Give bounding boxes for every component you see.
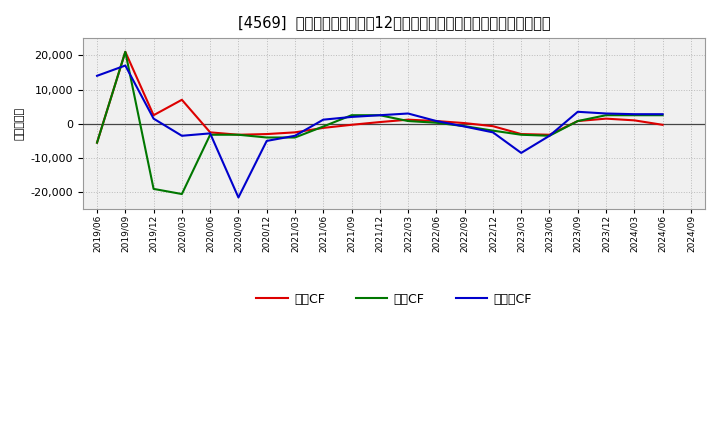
Line: 投資CF: 投資CF bbox=[97, 52, 662, 194]
投資CF bbox=[489, 128, 498, 133]
投資CF bbox=[93, 140, 102, 145]
フリーCF bbox=[178, 133, 186, 139]
フリーCF bbox=[432, 118, 441, 124]
営業CF bbox=[178, 97, 186, 103]
投資CF bbox=[602, 113, 611, 118]
フリーCF bbox=[149, 116, 158, 121]
営業CF bbox=[93, 140, 102, 145]
投資CF bbox=[319, 124, 328, 129]
Y-axis label: （百万円）: （百万円） bbox=[15, 107, 25, 140]
Line: 営業CF: 営業CF bbox=[97, 52, 662, 143]
Legend: 営業CF, 投資CF, フリーCF: 営業CF, 投資CF, フリーCF bbox=[251, 288, 536, 311]
フリーCF bbox=[573, 109, 582, 114]
営業CF bbox=[149, 113, 158, 118]
営業CF bbox=[432, 118, 441, 124]
フリーCF bbox=[460, 124, 469, 129]
営業CF bbox=[404, 117, 413, 122]
投資CF bbox=[262, 135, 271, 140]
営業CF bbox=[234, 132, 243, 137]
投資CF bbox=[545, 133, 554, 139]
投資CF bbox=[149, 186, 158, 191]
フリーCF bbox=[602, 111, 611, 116]
営業CF bbox=[121, 49, 130, 55]
営業CF bbox=[319, 125, 328, 131]
投資CF bbox=[121, 49, 130, 55]
営業CF bbox=[262, 132, 271, 137]
フリーCF bbox=[206, 131, 215, 136]
営業CF bbox=[291, 130, 300, 135]
営業CF bbox=[376, 119, 384, 125]
営業CF bbox=[517, 132, 526, 137]
フリーCF bbox=[262, 138, 271, 143]
フリーCF bbox=[545, 133, 554, 139]
営業CF bbox=[347, 122, 356, 128]
Line: フリーCF: フリーCF bbox=[97, 66, 662, 198]
投資CF bbox=[404, 118, 413, 124]
営業CF bbox=[658, 122, 667, 128]
投資CF bbox=[291, 135, 300, 140]
営業CF bbox=[573, 118, 582, 124]
投資CF bbox=[432, 120, 441, 125]
投資CF bbox=[234, 132, 243, 137]
フリーCF bbox=[630, 112, 639, 117]
営業CF bbox=[545, 132, 554, 137]
投資CF bbox=[517, 132, 526, 137]
投資CF bbox=[376, 113, 384, 118]
Title: [4569]  キャッシュフローの12か月移動合計の対前年同期増減額の推移: [4569] キャッシュフローの12か月移動合計の対前年同期増減額の推移 bbox=[238, 15, 550, 30]
投資CF bbox=[658, 113, 667, 118]
投資CF bbox=[178, 191, 186, 197]
営業CF bbox=[630, 118, 639, 123]
営業CF bbox=[460, 121, 469, 126]
フリーCF bbox=[404, 111, 413, 116]
投資CF bbox=[347, 113, 356, 118]
フリーCF bbox=[234, 195, 243, 200]
営業CF bbox=[489, 124, 498, 129]
フリーCF bbox=[658, 112, 667, 117]
フリーCF bbox=[517, 150, 526, 156]
フリーCF bbox=[347, 114, 356, 120]
フリーCF bbox=[319, 117, 328, 122]
投資CF bbox=[573, 118, 582, 124]
営業CF bbox=[602, 116, 611, 121]
投資CF bbox=[630, 113, 639, 118]
フリーCF bbox=[93, 73, 102, 78]
投資CF bbox=[460, 124, 469, 129]
フリーCF bbox=[489, 130, 498, 135]
フリーCF bbox=[291, 133, 300, 139]
フリーCF bbox=[121, 63, 130, 68]
投資CF bbox=[206, 132, 215, 137]
営業CF bbox=[206, 130, 215, 135]
フリーCF bbox=[376, 113, 384, 118]
